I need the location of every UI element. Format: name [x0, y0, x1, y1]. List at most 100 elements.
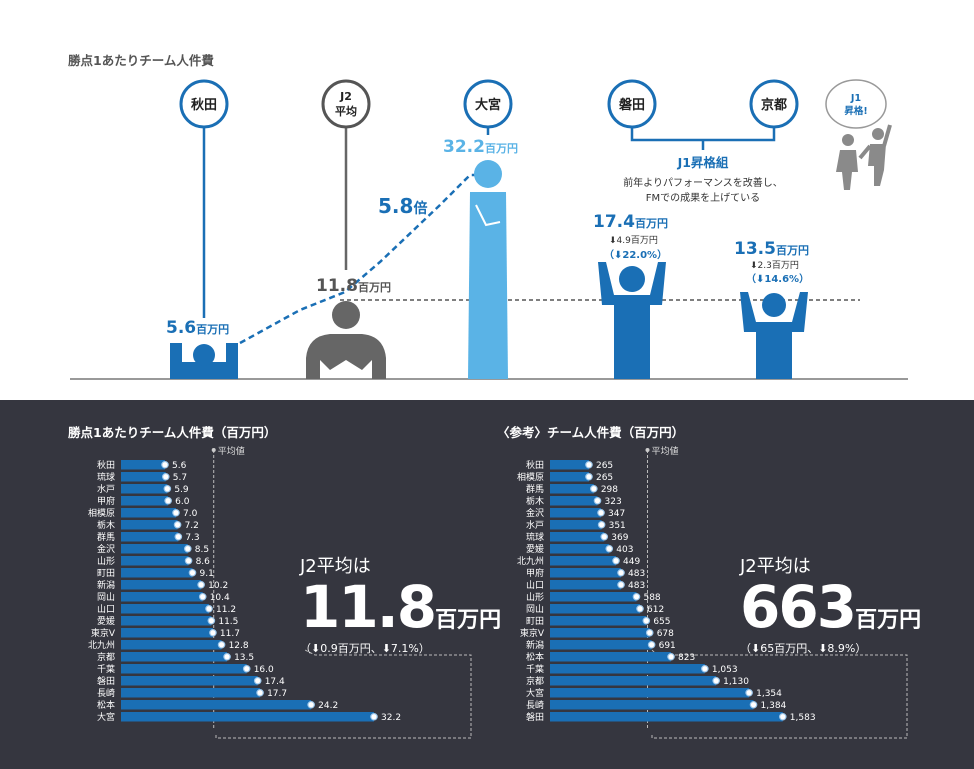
right-category-label: 甲府	[526, 567, 544, 579]
left-value-label: 16.0	[254, 665, 274, 675]
right-bar	[550, 616, 647, 626]
right-bar-marker	[636, 604, 644, 613]
left-value-label: 11.5	[218, 617, 238, 627]
j2avg-value: 11.8百万円	[316, 276, 391, 296]
right-bar	[550, 532, 605, 542]
left-category-label: 町田	[97, 568, 115, 579]
bottom-section: 勝点1あたりチーム人件費（百万円） 〈参考〉チーム人件費（百万円） 平均値 秋田 5…	[0, 400, 974, 769]
right-bar-marker	[667, 652, 675, 661]
right-value-label: 678	[657, 629, 674, 639]
left-bar	[121, 472, 166, 482]
left-bar	[121, 508, 176, 518]
right-bar	[550, 460, 589, 470]
right-value-label: 483	[628, 581, 645, 591]
left-category-label: 甲府	[97, 495, 115, 507]
left-bar	[121, 664, 247, 674]
left-bar	[121, 568, 193, 578]
kyoto-change-abs: ⬇2.3百万円	[750, 260, 799, 271]
right-bar	[550, 556, 617, 566]
left-avg-unit: 百万円	[435, 608, 502, 633]
right-category-label: 金沢	[526, 507, 544, 519]
right-avg-change: （⬇65百万円、⬇8.9%）	[740, 642, 867, 655]
right-category-label: 京都	[526, 675, 544, 687]
left-bar	[121, 556, 189, 566]
right-value-label: 1,384	[761, 701, 787, 711]
right-bar-marker	[647, 640, 656, 649]
left-average-callout: J2平均は 11.8百万円 （⬇0.9百万円、⬇7.1%）	[300, 552, 501, 656]
akita-circle	[179, 79, 229, 129]
right-category-label: 相模原	[517, 471, 544, 483]
right-value-label: 691	[659, 641, 676, 651]
j1-speech-bubble	[825, 79, 887, 129]
left-bar	[121, 640, 222, 650]
right-category-label: 水戸	[526, 519, 544, 531]
akita-figure	[170, 343, 238, 379]
right-value-label: 1,354	[756, 689, 782, 699]
left-category-label: 長崎	[97, 687, 115, 699]
right-value-label: 403	[616, 545, 633, 555]
right-bar	[550, 640, 652, 650]
right-value-label: 369	[611, 533, 628, 543]
right-category-label: 千葉	[526, 663, 544, 675]
j2avg-circle	[321, 79, 371, 129]
right-bar-marker	[778, 712, 787, 721]
right-bar-marker	[701, 664, 709, 673]
left-bar	[121, 616, 212, 626]
right-category-label: 栃木	[526, 495, 544, 507]
right-category-label: 秋田	[526, 459, 544, 471]
left-bar-marker	[242, 664, 251, 673]
left-value-label: 32.2	[381, 713, 401, 723]
left-bar-marker	[198, 592, 207, 601]
left-bar-marker	[253, 676, 262, 685]
left-value-label: 12.8	[229, 641, 249, 651]
right-value-label: 351	[609, 521, 626, 531]
right-bar	[550, 496, 598, 506]
right-value-label: 1,053	[712, 665, 738, 675]
left-bar	[121, 688, 261, 698]
left-value-label: 5.7	[173, 473, 187, 483]
iwata-label: 磐田	[619, 97, 645, 113]
left-bar-marker	[188, 568, 197, 577]
left-bar	[121, 712, 374, 722]
left-bar-marker	[161, 472, 170, 481]
right-value-label: 298	[601, 485, 618, 495]
left-category-label: 松本	[97, 699, 115, 711]
left-category-label: 磐田	[97, 675, 115, 687]
right-bar-marker	[600, 532, 609, 541]
left-bar-marker	[184, 556, 193, 565]
j2avg-figure	[306, 301, 386, 379]
j2avg-label-1: J2	[339, 90, 352, 103]
right-bar	[550, 592, 637, 602]
left-value-label: 5.9	[174, 485, 189, 495]
omiya-value: 32.2百万円	[443, 137, 518, 157]
kyoto-label: 京都	[761, 97, 787, 113]
left-value-label: 8.6	[196, 557, 211, 567]
right-avg-label: J2平均は	[740, 556, 811, 577]
left-value-label: 7.0	[183, 509, 198, 519]
right-bar	[550, 700, 754, 710]
left-bar	[121, 484, 168, 494]
left-bar-marker	[205, 604, 213, 613]
bubble-text-2: 昇格!	[844, 105, 867, 117]
right-bar-marker	[590, 484, 598, 493]
left-bar	[121, 580, 202, 590]
left-category-label: 山口	[97, 604, 115, 615]
right-category-label: 大宮	[526, 687, 544, 699]
right-category-label: 群馬	[526, 483, 544, 495]
left-bar-marker	[223, 652, 231, 661]
right-bar	[550, 568, 622, 578]
right-category-label: 岡山	[526, 604, 544, 615]
right-bar-marker	[632, 592, 641, 601]
right-category-label: 山形	[526, 591, 544, 603]
left-category-label: 栃木	[97, 519, 115, 531]
right-bar	[550, 652, 672, 662]
right-value-label: 823	[678, 653, 695, 663]
promo-note-2: FMでの成果を上げている	[646, 192, 760, 204]
left-bar-marker	[164, 496, 172, 505]
left-category-label: 北九州	[88, 640, 115, 651]
right-bar-marker	[593, 496, 602, 505]
right-category-label: 琉球	[526, 531, 544, 543]
right-avg-unit: 百万円	[855, 608, 922, 633]
left-value-label: 7.3	[185, 533, 199, 543]
right-bar	[550, 712, 783, 722]
